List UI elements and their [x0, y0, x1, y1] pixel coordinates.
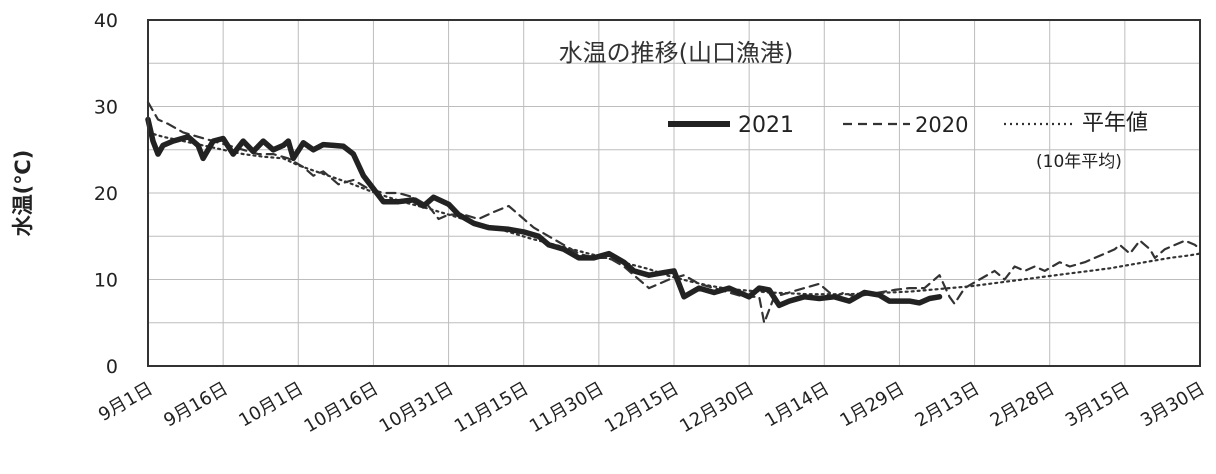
x-tick-label: 2月28日	[987, 378, 1058, 431]
x-tick-label: 9月1日	[95, 378, 157, 426]
y-tick-label: 40	[94, 10, 118, 32]
x-tick-label: 9月16日	[160, 378, 231, 431]
grid	[148, 20, 1200, 366]
y-tick-label: 0	[106, 356, 118, 378]
x-tick-label: 2月13日	[912, 378, 983, 431]
x-tick-label: 3月30日	[1137, 378, 1208, 431]
x-tick-label: 12月15日	[601, 378, 682, 437]
legend-label-2020: 2020	[915, 113, 968, 137]
x-tick-label: 12月30日	[676, 378, 757, 437]
x-tick-label: 10月16日	[301, 378, 382, 437]
x-tick-label: 10月31日	[376, 378, 457, 437]
y-tick-labels: 0 10 20 30 40	[94, 10, 118, 378]
series-line-2020	[146, 101, 1202, 324]
x-tick-labels: 9月1日 9月16日 10月1日10月16日10月31日11月15日11月30日12…	[95, 378, 1209, 437]
x-tick-label: 3月15日	[1062, 378, 1133, 431]
legend-label-normal: 平年値	[1082, 111, 1148, 136]
plot-frame	[147, 19, 1201, 367]
x-tick-label: 1月29日	[836, 378, 907, 431]
y-tick-label: 30	[94, 97, 118, 119]
legend-label-2021: 2021	[738, 113, 794, 138]
series-line-2021	[145, 116, 943, 309]
y-tick-label: 10	[94, 270, 118, 292]
legend: 2021 2020 平年値 (10年平均)	[668, 111, 1148, 172]
x-tick-label: 1月14日	[761, 378, 832, 431]
x-tick-label: 11月30日	[526, 378, 607, 437]
series-layer	[145, 101, 1202, 324]
x-tick-label: 11月15日	[451, 378, 532, 437]
y-axis-label: 水温(℃)	[11, 150, 35, 237]
chart-title: 水温の推移(山口漁港)	[559, 39, 794, 67]
x-tick-label: 10月1日	[235, 378, 306, 431]
legend-label-normal-sub: (10年平均)	[1036, 152, 1122, 172]
y-tick-label: 20	[94, 183, 118, 205]
series-line-normal	[146, 131, 1202, 296]
